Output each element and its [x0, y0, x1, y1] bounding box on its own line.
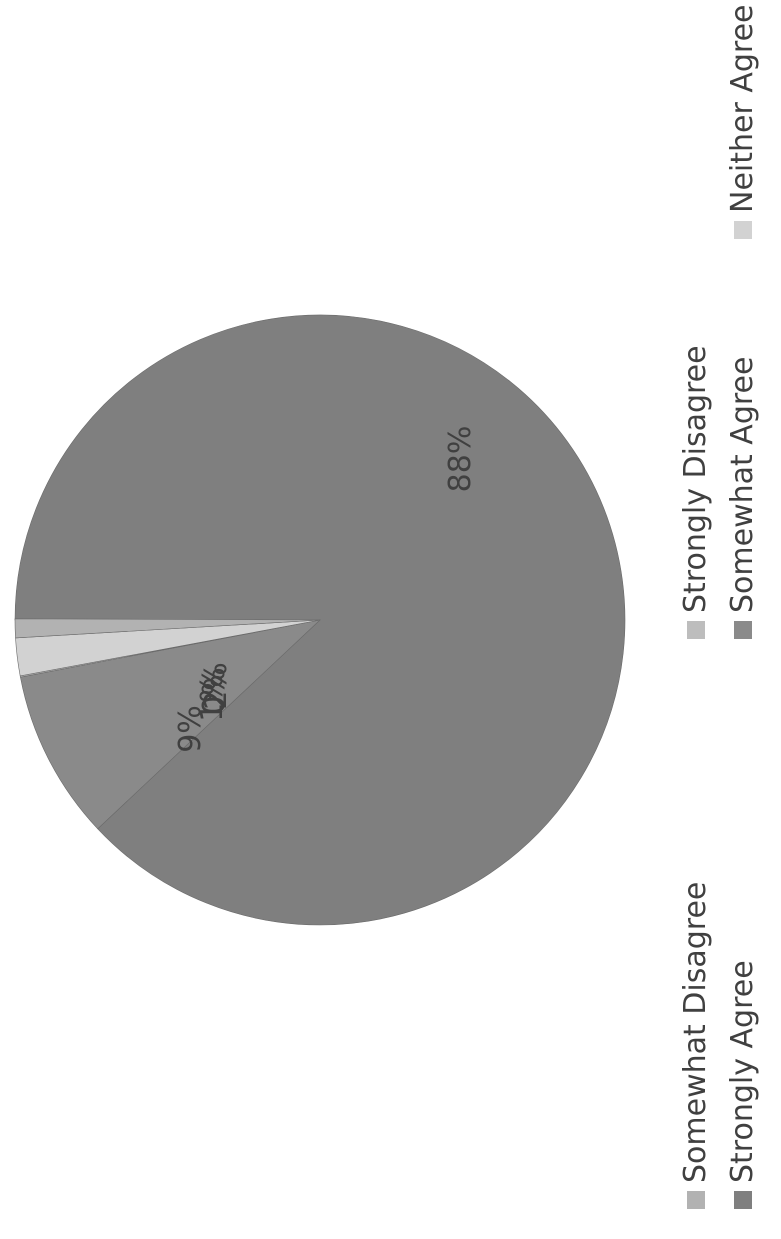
legend-swatch: [734, 221, 752, 239]
pie-labels: 88% 9%1%0%2%: [173, 426, 478, 753]
legend-item-somewhat-disagree: Somewhat Disagree: [678, 882, 713, 1209]
legend-item-strongly-agree: Strongly Agree: [725, 960, 760, 1209]
legend-label: Somewhat Disagree: [678, 882, 713, 1183]
legend-swatch: [687, 621, 705, 639]
pie-slice-somewhat-disagree: [14, 618, 321, 639]
pie-slices: [14, 314, 626, 926]
legend-item-neither-agree-or-disagree: Neither Agree or Disagree: [725, 0, 760, 239]
data-label-somewhat-disagree: 1%: [195, 674, 230, 722]
legend-label: Somewhat Agree: [725, 357, 760, 613]
legend-label: Neither Agree or Disagree: [725, 0, 760, 213]
pie-slice-somewhat-agree: [20, 619, 321, 830]
legend-label: Strongly Disagree: [678, 345, 713, 613]
legend-swatch: [687, 1191, 705, 1209]
data-label-neither-agree-or-disagree: 2%: [199, 662, 234, 710]
legend-item-strongly-disagree: Strongly Disagree: [678, 345, 713, 639]
legend-label: Strongly Agree: [725, 960, 760, 1183]
legend-swatch: [734, 621, 752, 639]
data-label-strongly-disagree: 0%: [197, 667, 232, 715]
legend-item-somewhat-agree: Somewhat Agree: [725, 357, 760, 639]
data-label-strongly-agree: 88%: [443, 426, 478, 493]
legend-swatch: [734, 1191, 752, 1209]
data-label-somewhat-agree: 9%: [173, 705, 208, 753]
legend: Strongly Agree Somewhat Agree Neither Agre…: [678, 0, 760, 1209]
